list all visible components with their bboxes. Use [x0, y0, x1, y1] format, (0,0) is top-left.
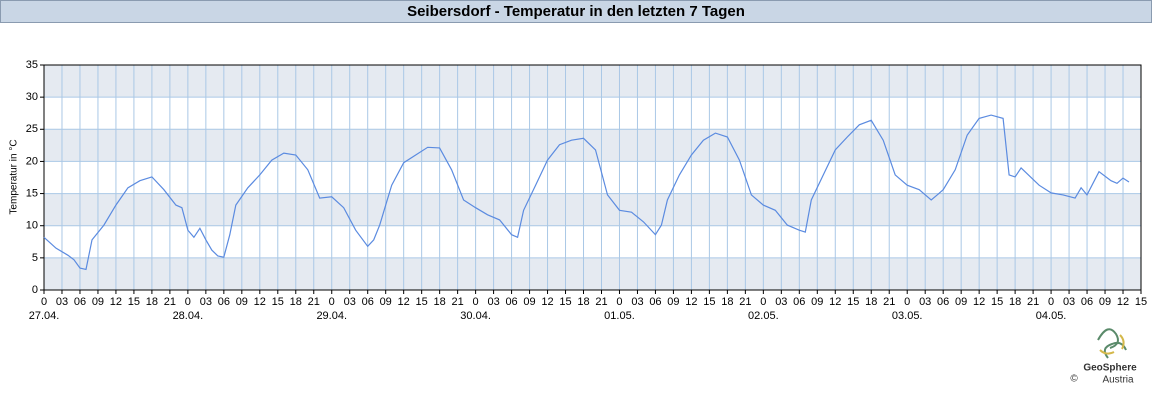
x-tick-label: 18 [577, 296, 589, 308]
logo-sub: Austria [1102, 375, 1134, 386]
x-tick-label: 21 [595, 296, 607, 308]
x-tick-label: 03 [1063, 296, 1075, 308]
x-tick-label: 15 [703, 296, 715, 308]
x-tick-label: 12 [973, 296, 985, 308]
grid-band [44, 65, 1141, 98]
y-tick-label: 15 [26, 187, 38, 199]
x-tick-label: 06 [362, 296, 374, 308]
x-tick-label: 06 [74, 296, 86, 308]
x-tick-label: 12 [685, 296, 697, 308]
x-tick-label: 0 [473, 296, 479, 308]
x-tick-label: 12 [254, 296, 266, 308]
logo-name: GeoSphere [1083, 363, 1137, 374]
x-tick-label: 09 [667, 296, 679, 308]
y-tick-label: 5 [32, 252, 38, 264]
x-tick-label: 06 [793, 296, 805, 308]
x-tick-label: 09 [236, 296, 248, 308]
date-label: 27.04. [29, 310, 60, 322]
x-tick-label: 12 [398, 296, 410, 308]
x-tick-label: 12 [110, 296, 122, 308]
date-label: 03.05. [892, 310, 923, 322]
x-tick-label: 21 [164, 296, 176, 308]
y-tick-label: 25 [26, 123, 38, 135]
x-tick-label: 21 [1027, 296, 1039, 308]
x-tick-label: 18 [146, 296, 158, 308]
x-tick-label: 03 [487, 296, 499, 308]
x-tick-label: 12 [541, 296, 553, 308]
y-tick-label: 30 [26, 91, 38, 103]
x-tick-label: 09 [92, 296, 104, 308]
logo: GeoSphere Austria © [1070, 328, 1137, 386]
x-tick-label: 03 [775, 296, 787, 308]
x-tick-label: 0 [904, 296, 910, 308]
x-tick-label: 18 [290, 296, 302, 308]
copyright: © [1070, 374, 1078, 385]
y-tick-label: 10 [26, 220, 38, 232]
x-tick-label: 03 [56, 296, 68, 308]
plot-area [40, 64, 1142, 294]
x-tick-label: 03 [631, 296, 643, 308]
x-tick-label: 09 [380, 296, 392, 308]
y-axis-label: Temperatur in °C [9, 139, 20, 214]
logo-icon [1097, 328, 1127, 359]
y-tick-label: 35 [26, 59, 38, 71]
x-tick-label: 18 [721, 296, 733, 308]
temperature-line [43, 114, 1130, 271]
y-tick-label: 0 [32, 284, 38, 296]
x-tick-label: 0 [329, 296, 335, 308]
date-label: 04.05. [1036, 310, 1067, 322]
x-tick-label: 21 [451, 296, 463, 308]
x-tick-label: 06 [218, 296, 230, 308]
x-tick-label: 15 [128, 296, 140, 308]
x-tick-label: 18 [434, 296, 446, 308]
x-tick-label: 0 [760, 296, 766, 308]
date-label: 29.04. [316, 310, 347, 322]
x-tick-label: 18 [1009, 296, 1021, 308]
x-tick-label: 06 [649, 296, 661, 308]
x-tick-label: 03 [344, 296, 356, 308]
x-tick-label: 12 [829, 296, 841, 308]
x-tick-label: 15 [991, 296, 1003, 308]
x-tick-label: 0 [616, 296, 622, 308]
grid-band [44, 129, 1141, 162]
x-tick-label: 15 [847, 296, 859, 308]
x-tick-label: 06 [505, 296, 517, 308]
x-tick-label: 21 [739, 296, 751, 308]
x-tick-label: 0 [41, 296, 47, 308]
x-tick-label: 03 [919, 296, 931, 308]
x-tick-label: 15 [272, 296, 284, 308]
x-tick-label: 0 [1048, 296, 1054, 308]
grid-band [44, 257, 1141, 290]
x-tick-label: 15 [1135, 296, 1147, 308]
x-tick-label: 0 [185, 296, 191, 308]
grid-band [44, 193, 1141, 226]
y-tick-label: 20 [26, 155, 38, 167]
x-tick-label: 06 [1081, 296, 1093, 308]
x-tick-label: 03 [200, 296, 212, 308]
x-tick-label: 15 [416, 296, 428, 308]
chart-title: Seibersdorf - Temperatur in den letzten … [407, 3, 745, 20]
date-label: 01.05. [604, 310, 635, 322]
x-tick-label: 12 [1117, 296, 1129, 308]
date-label: 28.04. [173, 310, 204, 322]
plot-border [43, 64, 1142, 291]
x-tick-label: 09 [523, 296, 535, 308]
x-tick-label: 18 [865, 296, 877, 308]
x-tick-label: 15 [559, 296, 571, 308]
plot-background [44, 65, 1141, 290]
x-tick-label: 06 [937, 296, 949, 308]
x-tick-label: 09 [955, 296, 967, 308]
date-label: 02.05. [748, 310, 779, 322]
x-tick-label: 09 [811, 296, 823, 308]
x-tick-label: 09 [1099, 296, 1111, 308]
date-label: 30.04. [460, 310, 491, 322]
x-tick-label: 21 [308, 296, 320, 308]
x-tick-label: 21 [883, 296, 895, 308]
